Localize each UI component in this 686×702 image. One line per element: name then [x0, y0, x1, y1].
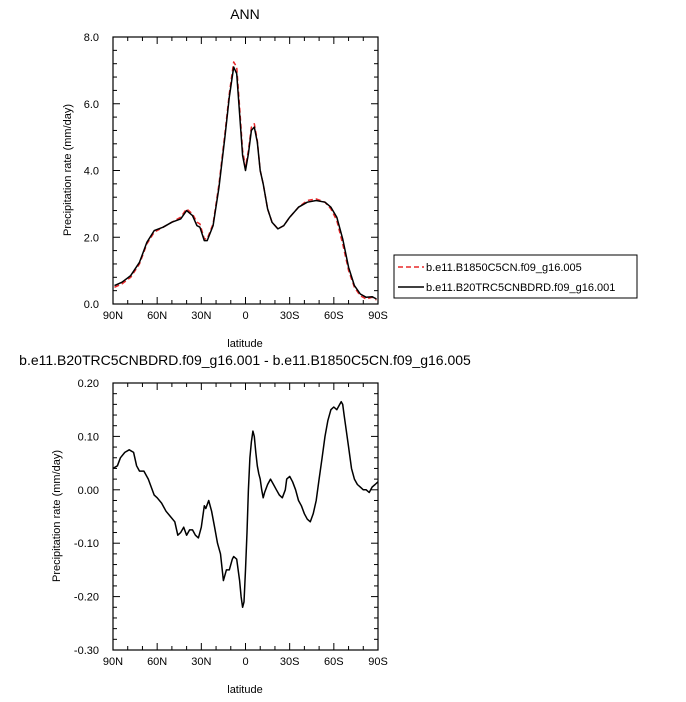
top-series-line-0: [114, 61, 377, 301]
bottom-y-tick-label: 0.20: [78, 378, 99, 390]
bottom-x-tick-label: 30N: [191, 656, 211, 668]
bottom-x-tick-label: 30S: [280, 656, 300, 668]
bottom-y-tick-label: 0.00: [78, 485, 99, 497]
top-y-axis-label: Precipitation rate (mm/day): [62, 104, 74, 236]
top-x-tick-label: 60N: [147, 310, 167, 322]
legend: b.e11.B1850C5CN.f09_g16.005 b.e11.B20TRC…: [393, 254, 638, 299]
legend-box: [393, 254, 638, 299]
top-y-tick-label: 6.0: [84, 99, 99, 111]
bottom-plot-frame: [112, 382, 379, 651]
legend-label-b20trc: b.e11.B20TRC5CNBDRD.f09_g16.001: [426, 282, 615, 294]
top-x-tick-label: 60S: [324, 310, 344, 322]
bottom-series-line-0: [112, 400, 379, 609]
top-x-tick-label: 0: [242, 310, 248, 322]
top-chart-title: ANN: [230, 6, 260, 22]
top-x-tick-label: 30N: [191, 310, 211, 322]
top-x-tick-label: 90S: [368, 310, 388, 322]
bottom-y-tick-label: -0.20: [74, 592, 99, 604]
bottom-x-tick-label: 90S: [368, 656, 388, 668]
top-x-axis-label: latitude: [227, 338, 262, 350]
top-y-tick-label: 4.0: [84, 166, 99, 178]
bottom-y-axis-label: Precipitation rate (mm/day): [51, 450, 63, 582]
top-y-tick-label: 2.0: [84, 232, 99, 244]
top-y-tick-label: 0.0: [84, 299, 99, 311]
top-x-tick-label: 30S: [280, 310, 300, 322]
bottom-y-tick-label: -0.30: [74, 645, 99, 657]
bottom-x-tick-label: 0: [242, 656, 248, 668]
top-y-tick-label: 8.0: [84, 32, 99, 44]
bottom-chart-title: b.e11.B20TRC5CNBDRD.f09_g16.001 - b.e11.…: [19, 352, 471, 368]
bottom-y-tick-label: -0.10: [74, 538, 99, 550]
bottom-y-tick-label: 0.10: [78, 431, 99, 443]
top-chart-panel: ANN 90N 60N 30N 0 30S 60S 90S 0.0 2.0 4.0 6.0 8.0 l…: [62, 6, 388, 350]
top-x-tick-label: 90N: [103, 310, 123, 322]
bottom-x-tick-label: 90N: [103, 656, 123, 668]
bottom-x-tick-label: 60N: [147, 656, 167, 668]
top-series-line-1: [114, 66, 377, 300]
bottom-x-tick-label: 60S: [324, 656, 344, 668]
bottom-x-axis-label: latitude: [227, 684, 262, 696]
legend-label-b1850: b.e11.B1850C5CN.f09_g16.005: [426, 262, 582, 274]
bottom-chart-panel: b.e11.B20TRC5CNBDRD.f09_g16.001 - b.e11.…: [19, 352, 471, 696]
